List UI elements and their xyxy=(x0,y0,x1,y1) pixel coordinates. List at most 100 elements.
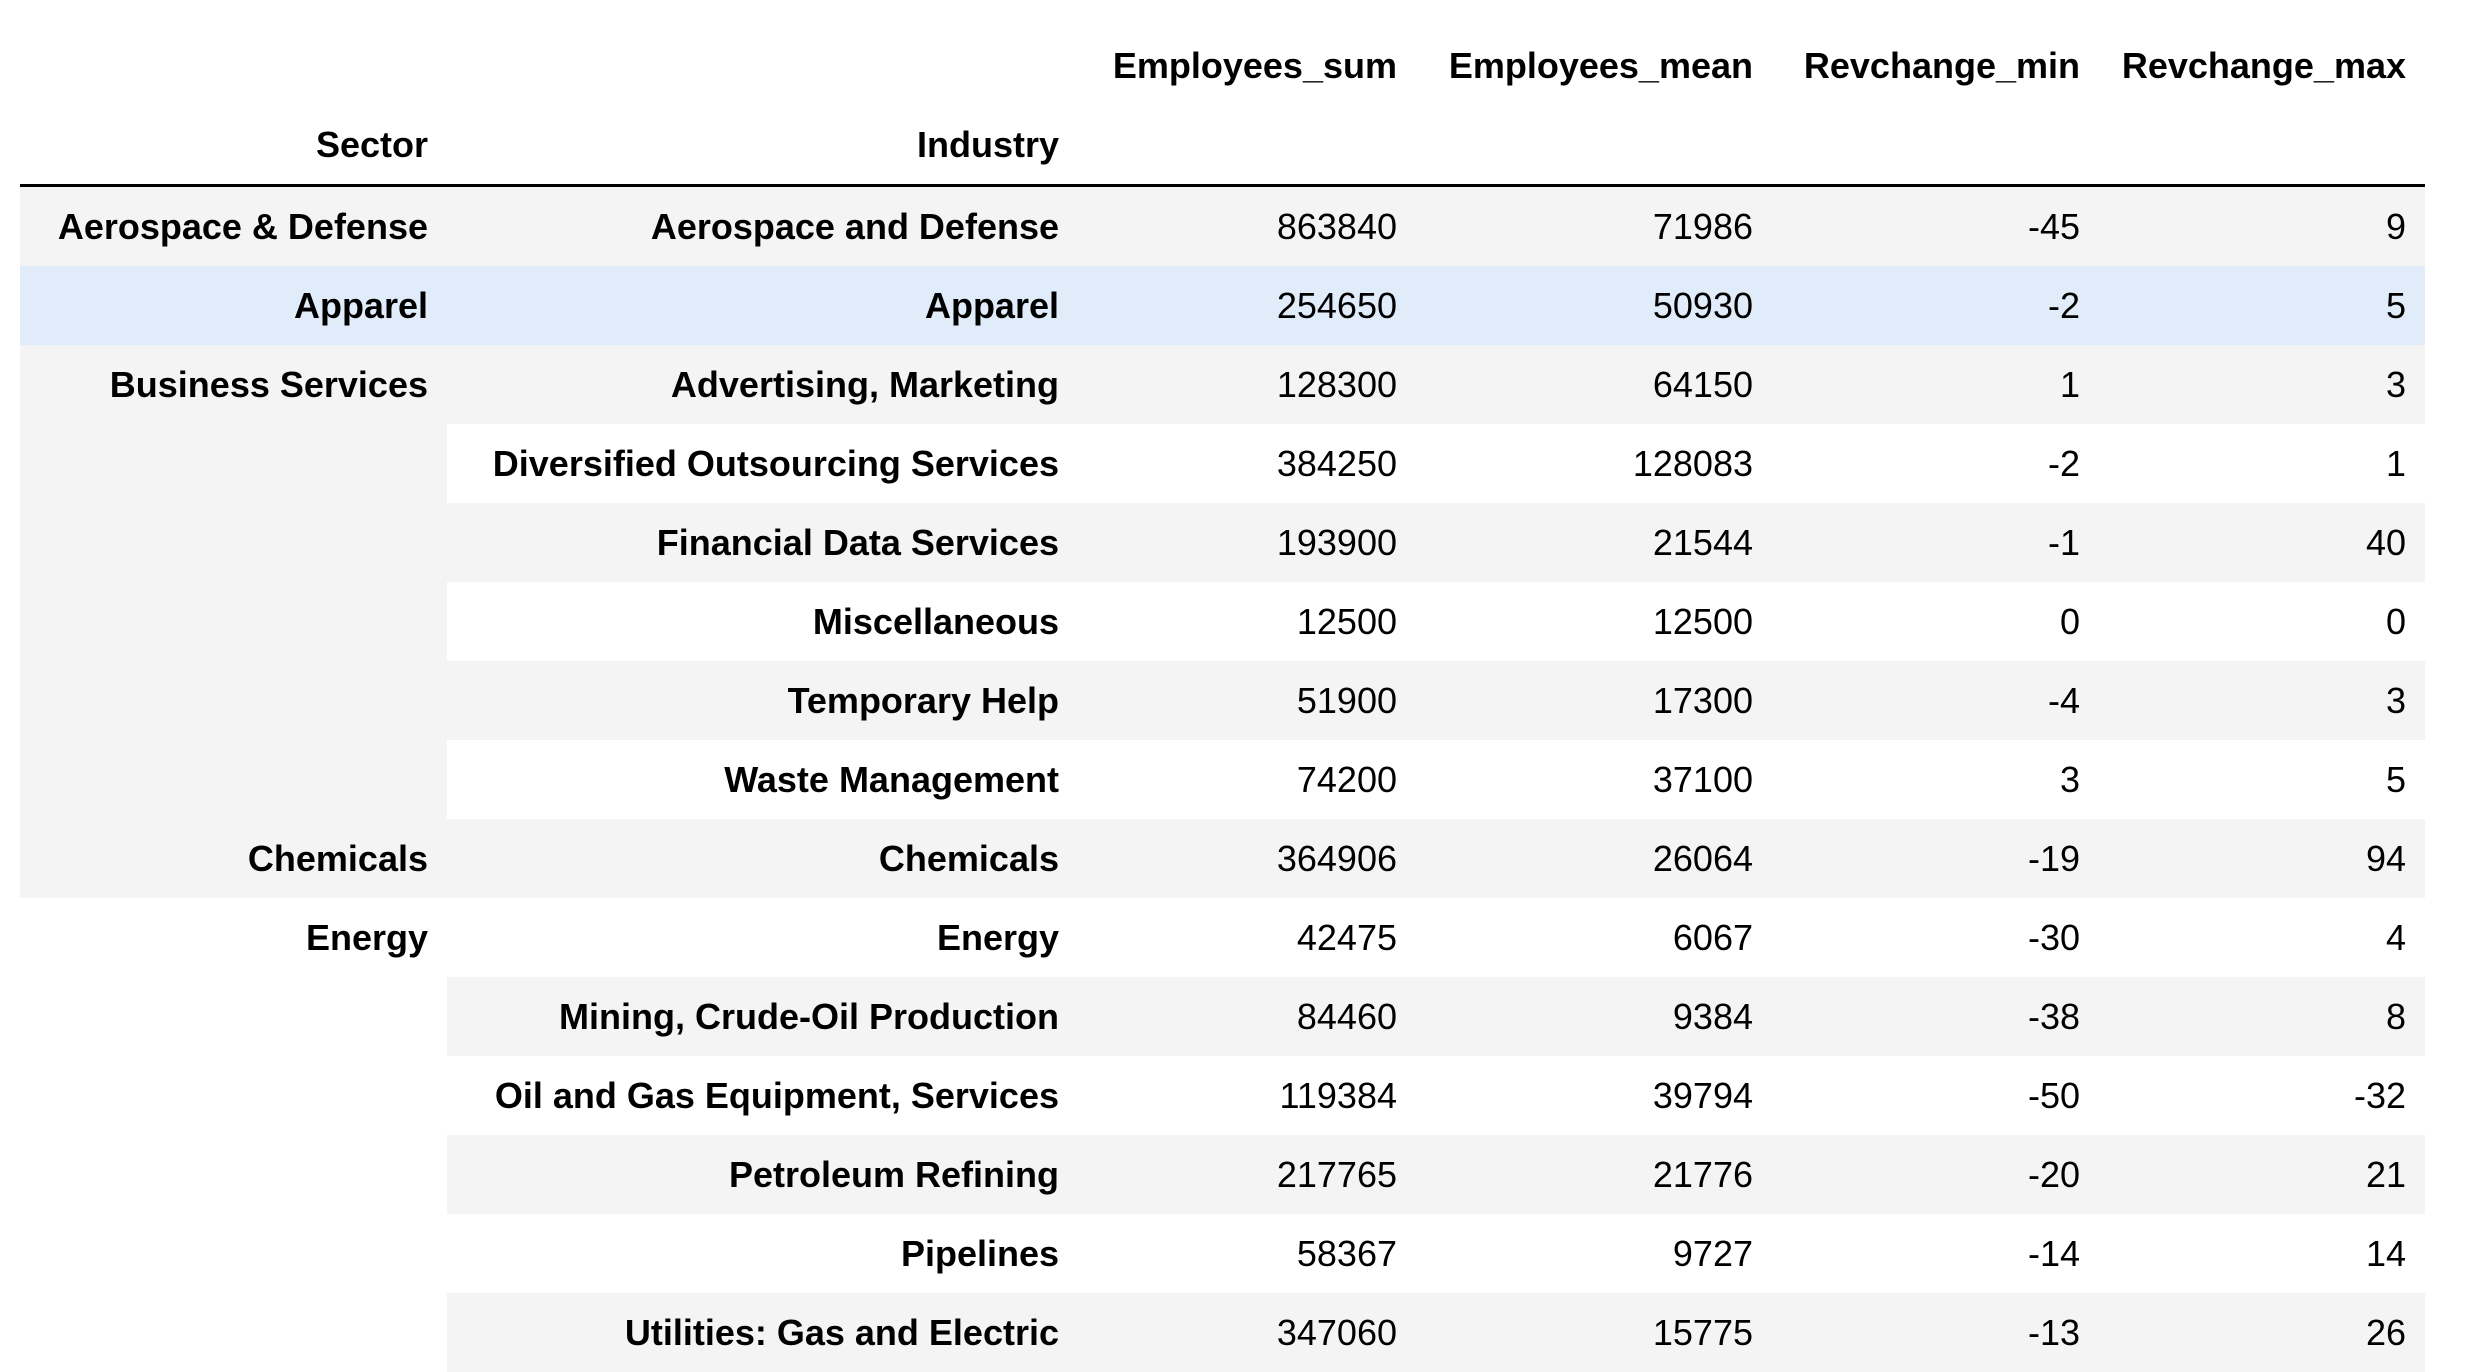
industry-label: Miscellaneous xyxy=(447,582,1078,661)
cell-employees-sum: 384250 xyxy=(1078,424,1416,503)
cell-revchange-max: 0 xyxy=(2099,582,2425,661)
cell-revchange-min: 0 xyxy=(1772,582,2099,661)
cell-employees-sum: 128300 xyxy=(1078,345,1416,424)
blank-header-cell xyxy=(1416,106,1772,186)
blank-header-cell xyxy=(20,26,447,106)
sector-label: Energy xyxy=(20,898,447,1372)
cell-employees-mean: 6067 xyxy=(1416,898,1772,977)
column-header-row: Employees_sum Employees_mean Revchange_m… xyxy=(20,26,2425,106)
index-name-industry: Industry xyxy=(447,106,1078,186)
cell-employees-mean: 9384 xyxy=(1416,977,1772,1056)
sector-label: Apparel xyxy=(20,266,447,345)
cell-employees-mean: 12500 xyxy=(1416,582,1772,661)
cell-employees-sum: 51900 xyxy=(1078,661,1416,740)
cell-revchange-min: -30 xyxy=(1772,898,2099,977)
cell-revchange-min: -20 xyxy=(1772,1135,2099,1214)
cell-revchange-max: 5 xyxy=(2099,740,2425,819)
industry-label: Utilities: Gas and Electric xyxy=(447,1293,1078,1372)
cell-employees-sum: 193900 xyxy=(1078,503,1416,582)
cell-employees-sum: 254650 xyxy=(1078,266,1416,345)
industry-label: Energy xyxy=(447,898,1078,977)
cell-revchange-min: -2 xyxy=(1772,424,2099,503)
dataframe-table: Employees_sum Employees_mean Revchange_m… xyxy=(20,26,2425,1372)
cell-revchange-max: 4 xyxy=(2099,898,2425,977)
blank-header-cell xyxy=(447,26,1078,106)
industry-label: Oil and Gas Equipment, Services xyxy=(447,1056,1078,1135)
cell-revchange-min: 3 xyxy=(1772,740,2099,819)
index-name-sector: Sector xyxy=(20,106,447,186)
cell-employees-sum: 119384 xyxy=(1078,1056,1416,1135)
cell-revchange-min: -2 xyxy=(1772,266,2099,345)
cell-employees-mean: 128083 xyxy=(1416,424,1772,503)
column-header-employees-mean[interactable]: Employees_mean xyxy=(1416,26,1772,106)
cell-revchange-min: -45 xyxy=(1772,186,2099,267)
cell-revchange-min: -1 xyxy=(1772,503,2099,582)
cell-revchange-min: -4 xyxy=(1772,661,2099,740)
index-name-row: Sector Industry xyxy=(20,106,2425,186)
cell-employees-mean: 9727 xyxy=(1416,1214,1772,1293)
cell-employees-sum: 347060 xyxy=(1078,1293,1416,1372)
dataframe-container: Employees_sum Employees_mean Revchange_m… xyxy=(20,26,2425,1372)
table-header: Employees_sum Employees_mean Revchange_m… xyxy=(20,26,2425,186)
industry-label: Diversified Outsourcing Services xyxy=(447,424,1078,503)
industry-label: Temporary Help xyxy=(447,661,1078,740)
industry-label: Apparel xyxy=(447,266,1078,345)
cell-revchange-max: 1 xyxy=(2099,424,2425,503)
cell-revchange-max: 26 xyxy=(2099,1293,2425,1372)
cell-employees-mean: 26064 xyxy=(1416,819,1772,898)
blank-header-cell xyxy=(1772,106,2099,186)
industry-label: Pipelines xyxy=(447,1214,1078,1293)
cell-employees-mean: 17300 xyxy=(1416,661,1772,740)
industry-label: Waste Management xyxy=(447,740,1078,819)
cell-employees-mean: 15775 xyxy=(1416,1293,1772,1372)
column-header-employees-sum[interactable]: Employees_sum xyxy=(1078,26,1416,106)
column-header-revchange-min[interactable]: Revchange_min xyxy=(1772,26,2099,106)
cell-employees-mean: 50930 xyxy=(1416,266,1772,345)
cell-revchange-min: -14 xyxy=(1772,1214,2099,1293)
blank-header-cell xyxy=(2099,106,2425,186)
cell-revchange-min: -13 xyxy=(1772,1293,2099,1372)
sector-label: Business Services xyxy=(20,345,447,819)
cell-employees-mean: 71986 xyxy=(1416,186,1772,267)
cell-employees-mean: 37100 xyxy=(1416,740,1772,819)
cell-revchange-min: -50 xyxy=(1772,1056,2099,1135)
blank-header-cell xyxy=(1078,106,1416,186)
cell-employees-mean: 21776 xyxy=(1416,1135,1772,1214)
column-header-revchange-max[interactable]: Revchange_max xyxy=(2099,26,2425,106)
cell-revchange-min: -38 xyxy=(1772,977,2099,1056)
industry-label: Mining, Crude-Oil Production xyxy=(447,977,1078,1056)
cell-revchange-max: 3 xyxy=(2099,661,2425,740)
cell-revchange-max: -32 xyxy=(2099,1056,2425,1135)
cell-revchange-min: -19 xyxy=(1772,819,2099,898)
industry-label: Petroleum Refining xyxy=(447,1135,1078,1214)
sector-label: Chemicals xyxy=(20,819,447,898)
industry-label: Aerospace and Defense xyxy=(447,186,1078,267)
cell-revchange-min: 1 xyxy=(1772,345,2099,424)
sector-label: Aerospace & Defense xyxy=(20,186,447,267)
cell-employees-sum: 12500 xyxy=(1078,582,1416,661)
cell-revchange-max: 9 xyxy=(2099,186,2425,267)
cell-revchange-max: 3 xyxy=(2099,345,2425,424)
cell-revchange-max: 5 xyxy=(2099,266,2425,345)
cell-employees-sum: 217765 xyxy=(1078,1135,1416,1214)
cell-employees-sum: 58367 xyxy=(1078,1214,1416,1293)
cell-revchange-max: 8 xyxy=(2099,977,2425,1056)
cell-employees-sum: 74200 xyxy=(1078,740,1416,819)
cell-revchange-max: 21 xyxy=(2099,1135,2425,1214)
industry-label: Financial Data Services xyxy=(447,503,1078,582)
cell-revchange-max: 94 xyxy=(2099,819,2425,898)
industry-label: Chemicals xyxy=(447,819,1078,898)
cell-employees-sum: 42475 xyxy=(1078,898,1416,977)
cell-revchange-max: 14 xyxy=(2099,1214,2425,1293)
cell-employees-sum: 364906 xyxy=(1078,819,1416,898)
cell-employees-sum: 863840 xyxy=(1078,186,1416,267)
cell-employees-mean: 39794 xyxy=(1416,1056,1772,1135)
cell-revchange-max: 40 xyxy=(2099,503,2425,582)
cell-employees-sum: 84460 xyxy=(1078,977,1416,1056)
